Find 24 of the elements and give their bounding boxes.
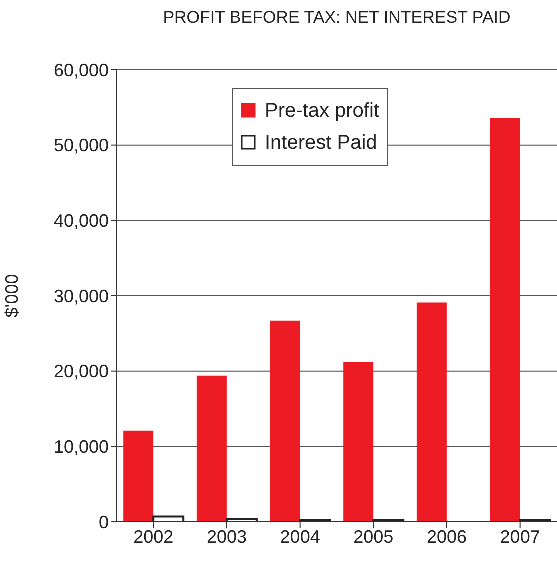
legend-label: Interest Paid xyxy=(265,132,378,154)
bar xyxy=(416,302,447,522)
bar xyxy=(124,430,154,522)
x-tick-label: 2003 xyxy=(206,526,248,547)
bar xyxy=(152,516,185,522)
x-tick-label: 2004 xyxy=(280,526,320,547)
bar xyxy=(344,362,374,522)
x-tick-label: 2002 xyxy=(134,526,174,547)
y-tick-label: 50,000 xyxy=(54,136,109,156)
y-tick-label: 10,000 xyxy=(54,437,109,458)
y-tick-label: 30,000 xyxy=(54,286,109,306)
y-tick-label: 0 xyxy=(98,512,109,532)
bar xyxy=(490,118,520,522)
chart-title: PROFIT BEFORE TAX: NET INTEREST PAID xyxy=(162,8,512,28)
y-tick-label: 60,000 xyxy=(54,60,109,80)
y-axis-title: $'000 xyxy=(2,274,23,318)
x-tick-label: 2007 xyxy=(500,526,540,547)
x-tick-label: 2006 xyxy=(426,526,468,547)
y-tick-label: 20,000 xyxy=(54,362,109,382)
legend-label: Pre-tax profit xyxy=(265,100,380,122)
y-tick-label: 40,000 xyxy=(54,211,109,232)
bar xyxy=(196,376,227,522)
x-tick-label: 2005 xyxy=(354,526,394,547)
bar xyxy=(270,320,300,522)
